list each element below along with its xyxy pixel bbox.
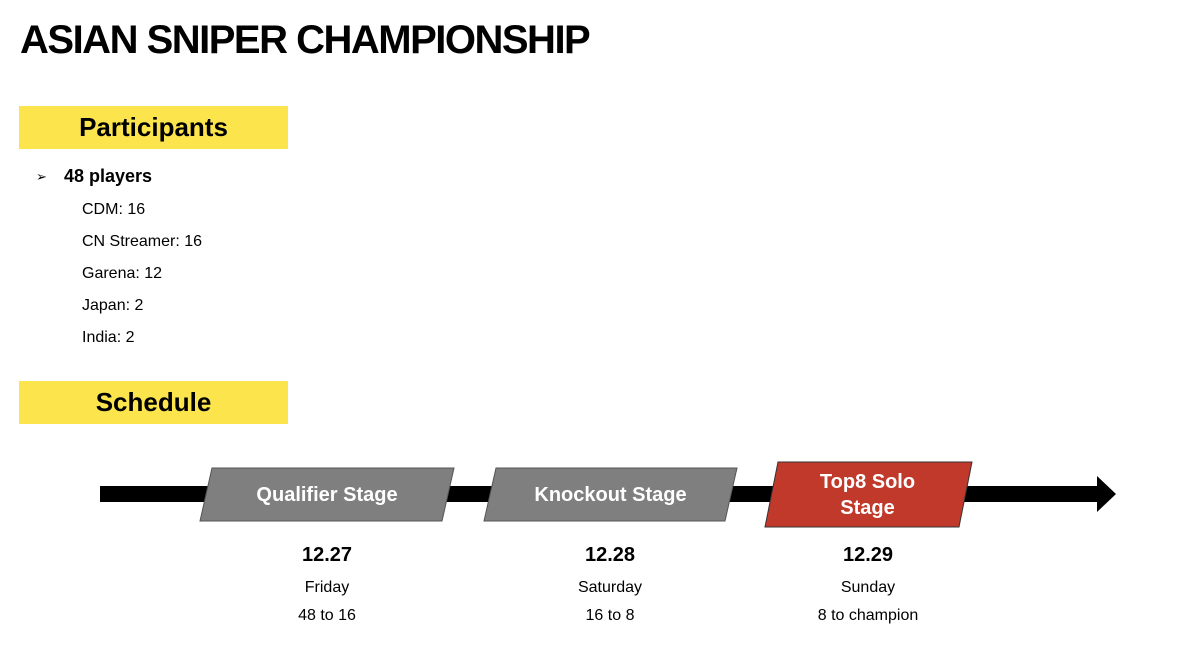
participant-item: Japan: 2 [82,297,144,314]
schedule-heading-label: Schedule [95,387,212,417]
players-total: 48 players [64,166,153,186]
stage-date: 12.29 [842,544,894,566]
participant-item: CN Streamer: 16 [82,233,203,250]
stage-shape-knockout [483,467,738,522]
participants-heading-label: Participants [79,112,228,142]
stage-day: Sunday [840,579,896,596]
stage-date: 12.28 [584,544,636,566]
stage-label: Top8 Solo Stage [819,470,916,519]
stage-range: 16 to 8 [585,607,635,624]
stage-shape-qualifier [199,467,455,522]
page-title: ASIAN SNIPER CHAMPIONSHIP [20,18,591,62]
timeline-arrow-head-icon [1097,476,1116,512]
stage-date: 12.27 [301,544,353,566]
stage-day: Friday [304,579,350,596]
stage-day: Saturday [577,579,643,596]
participant-item: India: 2 [82,329,135,346]
arrowhead-bullet-icon: ➢ [36,168,47,184]
participant-item: CDM: 16 [82,201,146,218]
stage-range: 8 to champion [817,607,919,624]
stage-label: Qualifier Stage [256,483,398,506]
schedule-heading: Schedule [19,381,288,424]
stage-label: Knockout Stage [534,483,687,506]
timeline-graphic [100,461,1116,528]
stage-range: 48 to 16 [298,607,356,624]
participants-heading: Participants [19,106,288,149]
stage-shape-top8 [764,461,973,528]
participant-item: Garena: 12 [82,265,163,282]
players-total-row: ➢ 48 players [36,166,152,187]
schedule-timeline: Qualifier Stage Knockout Stage Top8 Solo… [0,440,1200,658]
